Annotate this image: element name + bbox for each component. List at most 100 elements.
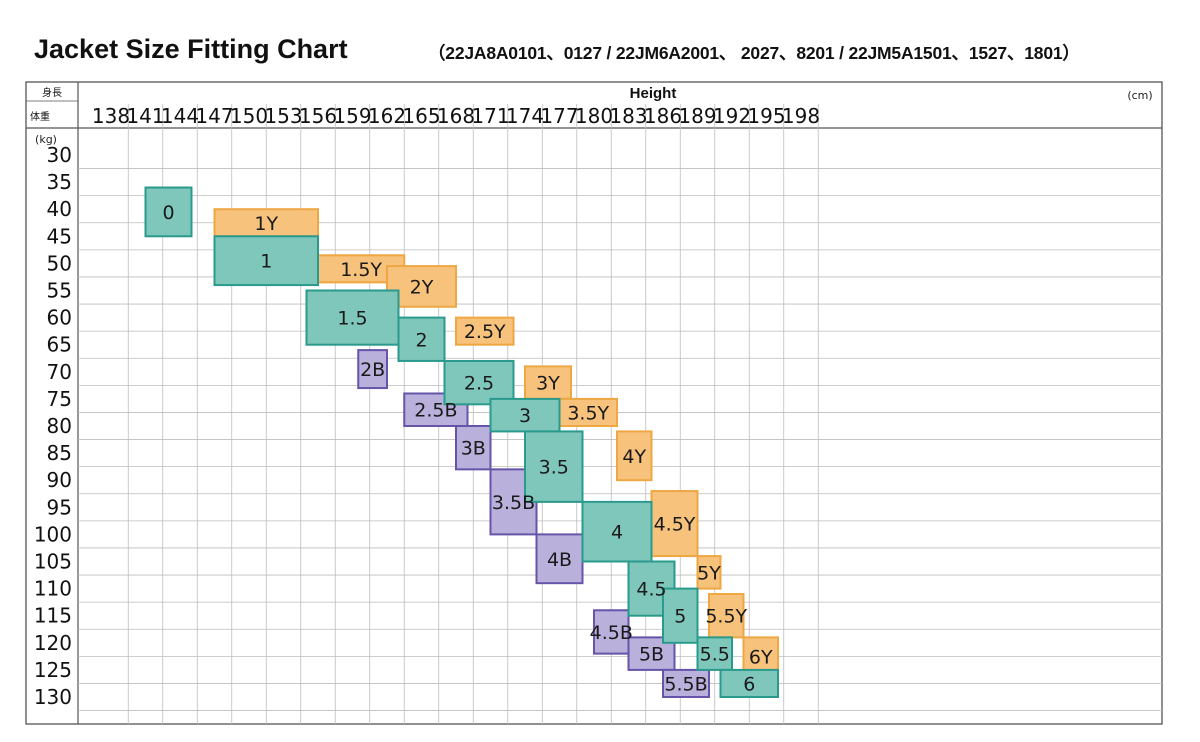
- x-tick-label: 138: [92, 104, 130, 128]
- size-label-2-5B: 2.5B: [414, 400, 457, 422]
- y-tick-label: 120: [34, 631, 72, 655]
- y-tick-label: 130: [34, 685, 72, 709]
- size-block-1: [213, 235, 319, 287]
- size-label-3-5B: 3.5B: [492, 492, 535, 514]
- y-tick-label: 125: [34, 658, 72, 682]
- y-tick-label: 100: [34, 522, 72, 546]
- size-label-3-5: 3.5: [539, 457, 569, 479]
- x-tick-label: 177: [540, 104, 578, 128]
- y-tick-label: 110: [34, 577, 72, 601]
- y-tick-label: 85: [47, 441, 72, 465]
- x-tick-label: 144: [161, 104, 199, 128]
- x-tick-label: 174: [506, 104, 544, 128]
- x-tick-label: 165: [402, 104, 440, 128]
- size-label-6: 6: [743, 673, 755, 695]
- size-label-6Y: 6Y: [749, 646, 773, 668]
- size-label-5-5: 5.5: [700, 644, 730, 666]
- size-block-5-5B: [662, 668, 710, 699]
- size-label-5: 5: [674, 606, 686, 628]
- y-tick-label: 60: [47, 306, 72, 330]
- x-tick-label: 141: [126, 104, 164, 128]
- y-tick-label: 45: [47, 224, 72, 248]
- y-tick-label: 30: [47, 143, 72, 167]
- y-tick-label: 105: [34, 550, 72, 574]
- x-tick-label: 186: [644, 104, 682, 128]
- size-label-4-5: 4.5: [636, 579, 666, 601]
- size-label-1: 1: [260, 251, 272, 273]
- size-block-3Y: [524, 365, 572, 400]
- size-label-4-5Y: 4.5Y: [654, 514, 696, 536]
- size-block-5-5Y: [708, 593, 745, 639]
- size-label-5Y: 5Y: [697, 562, 721, 584]
- corner-label-weight: 体重: [30, 110, 50, 123]
- x-tick-label: 147: [195, 104, 233, 128]
- y-tick-label: 115: [34, 604, 72, 628]
- y-tick-label: 65: [47, 333, 72, 357]
- size-label-3: 3: [519, 405, 531, 427]
- size-label-4B: 4B: [547, 549, 572, 571]
- size-label-2: 2: [415, 329, 427, 351]
- size-block-2-5: [443, 359, 515, 406]
- size-label-5-5B: 5.5B: [664, 673, 707, 695]
- size-label-0: 0: [162, 202, 174, 224]
- size-label-3B: 3B: [461, 438, 486, 460]
- size-label-1-5: 1.5: [337, 308, 367, 330]
- x-tick-label: 180: [575, 104, 613, 128]
- y-tick-label: 70: [47, 360, 72, 384]
- size-label-2Y: 2Y: [410, 276, 434, 298]
- size-label-3-5Y: 3.5Y: [567, 402, 609, 424]
- size-block-4Y: [616, 430, 653, 482]
- y-tick-label: 55: [47, 279, 72, 303]
- chart-title: Jacket Size Fitting Chart: [34, 34, 348, 64]
- x-tick-label: 192: [713, 104, 751, 128]
- y-tick-label: 80: [47, 414, 72, 438]
- corner-label-height: 身長: [42, 86, 62, 99]
- size-label-4-5B: 4.5B: [590, 622, 633, 644]
- size-label-3Y: 3Y: [536, 373, 560, 395]
- x-tick-label: 183: [609, 104, 647, 128]
- size-label-1-5Y: 1.5Y: [340, 259, 382, 281]
- size-block-2-5Y: [455, 316, 515, 346]
- size-block-2B: [357, 349, 388, 390]
- size-block-3-5: [524, 430, 584, 503]
- chart-subtitle: （22JA8A0101、0127 / 22JM6A2001、 2027、8201…: [428, 43, 1080, 63]
- size-label-2-5Y: 2.5Y: [464, 321, 506, 343]
- x-tick-label: 162: [368, 104, 406, 128]
- y-tick-label: 90: [47, 468, 72, 492]
- size-block-3-5Y: [558, 397, 618, 427]
- x-tick-label: 153: [264, 104, 302, 128]
- x-tick-label: 198: [782, 104, 820, 128]
- y-tick-label: 95: [47, 495, 72, 519]
- y-unit-label: (kg): [35, 133, 57, 146]
- size-label-5-5Y: 5.5Y: [705, 606, 747, 628]
- size-label-5B: 5B: [639, 644, 664, 666]
- x-axis-label: Height: [630, 85, 677, 102]
- x-tick-label: 195: [747, 104, 785, 128]
- size-block-6: [719, 668, 779, 699]
- size-block-5: [662, 587, 699, 644]
- x-tick-label: 156: [299, 104, 337, 128]
- y-tick-label: 35: [47, 170, 72, 194]
- x-tick-label: 159: [333, 104, 371, 128]
- x-unit-label: (cm): [1127, 89, 1152, 102]
- size-block-4: [581, 500, 653, 563]
- size-block-5Y: [696, 555, 722, 590]
- size-block-5-5: [696, 636, 733, 671]
- y-tick-label: 75: [47, 387, 72, 411]
- size-block-3B: [455, 425, 492, 471]
- y-tick-label: 50: [47, 251, 72, 275]
- size-label-1Y: 1Y: [254, 213, 278, 235]
- size-block-2: [397, 316, 446, 362]
- size-block-0: [144, 186, 193, 238]
- x-tick-label: 150: [230, 104, 268, 128]
- size-label-2-5: 2.5: [464, 373, 494, 395]
- x-tick-label: 171: [471, 104, 509, 128]
- size-label-4Y: 4Y: [622, 446, 646, 468]
- size-label-2B: 2B: [360, 359, 385, 381]
- x-tick-label: 189: [678, 104, 716, 128]
- size-label-4: 4: [611, 522, 623, 544]
- size-block-4-5B: [593, 609, 630, 655]
- y-tick-label: 40: [47, 197, 72, 221]
- chart-title-row: Jacket Size Fitting Chart: [34, 34, 348, 65]
